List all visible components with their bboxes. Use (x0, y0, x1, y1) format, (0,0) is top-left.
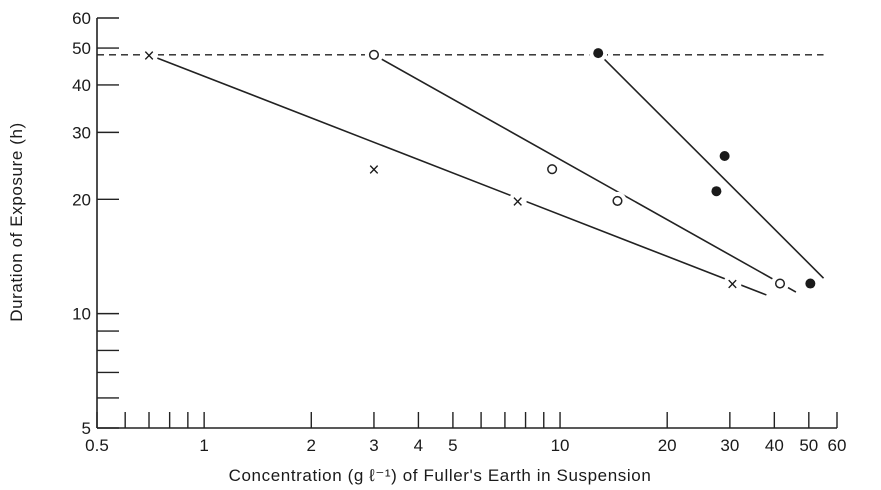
data-point-cross: × (512, 192, 523, 213)
data-point-filled-circle (805, 278, 816, 289)
y-tick-label: 10 (72, 305, 91, 324)
points-layer: × × × × (140, 44, 820, 296)
marker-gap (723, 274, 742, 293)
data-point-open-circle (774, 278, 786, 289)
x-tick-label: 2 (307, 436, 316, 455)
data-point-open-circle (612, 195, 623, 206)
x-tick-label: 20 (658, 436, 677, 455)
x-tick-label: 30 (720, 436, 739, 455)
data-point-open-circle (368, 49, 380, 60)
data-point-cross: × (368, 160, 379, 181)
x-tick-label: 10 (551, 436, 570, 455)
x-tick-label: 5 (448, 436, 457, 455)
x-tick-label: 1 (199, 436, 208, 455)
data-point-filled-circle (593, 48, 604, 59)
marker-gap (140, 45, 159, 64)
y-axis-title: Duration of Exposure (h) (7, 122, 26, 322)
data-point-open-circle (547, 164, 558, 175)
y-tick-label: 20 (72, 190, 91, 209)
marker-gap (508, 191, 527, 210)
data-point-cross: × (727, 275, 738, 296)
x-tick-label: 60 (828, 436, 847, 455)
axes-layer (96, 17, 838, 429)
y-tick-label: 5 (82, 419, 91, 438)
x-tick-label: 0.5 (85, 436, 109, 455)
labels-layer: 0.5 1 2 3 4 5 10 20 30 40 50 60 5 10 20 30 40 50 60 (72, 9, 846, 455)
fit-line-filled-circle (597, 52, 825, 279)
x-tick-label: 4 (414, 436, 423, 455)
y-tick-label: 40 (72, 76, 91, 95)
data-point-cross: × (143, 46, 154, 67)
data-point-filled-circle (711, 186, 722, 197)
x-axis-title: Concentration (g ℓ⁻¹) of Fuller's Earth … (229, 466, 652, 485)
y-tick-label: 50 (72, 39, 91, 58)
x-tick-label: 50 (799, 436, 818, 455)
y-tick-label: 30 (72, 123, 91, 142)
lines-layer (97, 52, 825, 296)
fit-line-cross (148, 54, 767, 296)
x-tick-label: 40 (765, 436, 784, 455)
y-tick-label: 60 (72, 9, 91, 28)
data-point-filled-circle (719, 150, 730, 161)
fit-line-open-circle (373, 54, 797, 293)
marker-gap (364, 160, 383, 179)
x-tick-label: 3 (369, 436, 378, 455)
